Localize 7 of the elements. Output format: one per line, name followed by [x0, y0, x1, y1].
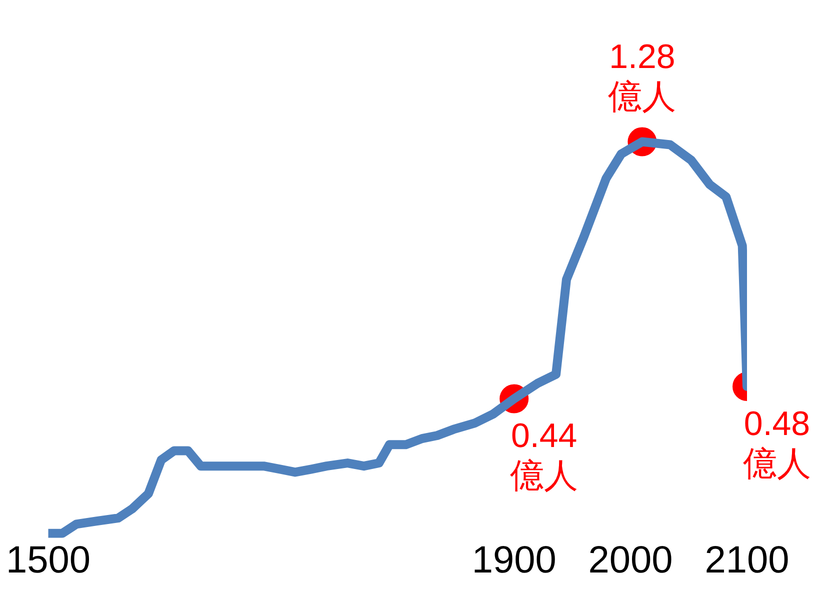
x-tick-label: 2000 — [588, 540, 673, 582]
data-label: 0.48 億人 — [743, 404, 811, 483]
x-tick-label: 2100 — [704, 540, 790, 582]
x-tick-label: 1900 — [472, 540, 556, 582]
data-label: 1.28 億人 — [608, 38, 676, 116]
data-label: 0.44 億人 — [510, 417, 578, 496]
x-tick-label: 1500 — [6, 540, 91, 582]
